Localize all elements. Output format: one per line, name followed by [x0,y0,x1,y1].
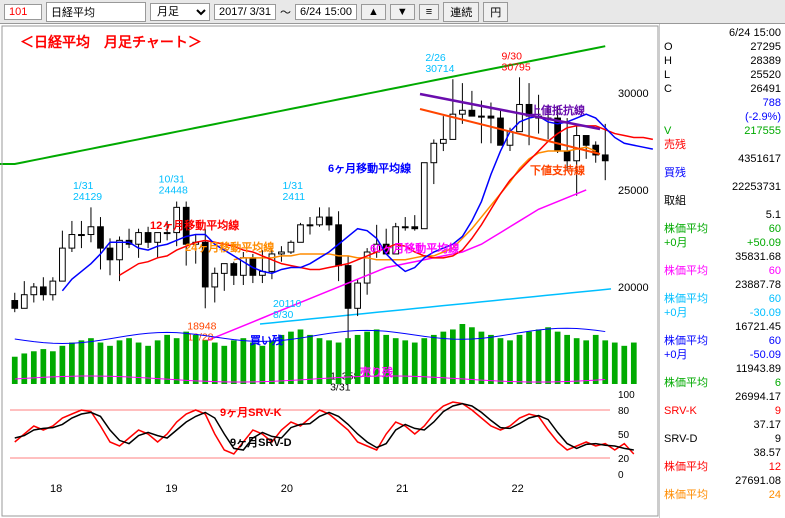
svg-text:12ヶ月移動平均線: 12ヶ月移動平均線 [150,218,239,232]
svg-text:50: 50 [618,430,630,441]
svg-text:9ヶ月SRV-D: 9ヶ月SRV-D [230,436,292,449]
menu-button[interactable]: ≡ [419,4,439,20]
toolbar: 101 日経平均 月足 2017/ 3/31 〜 6/24 15:00 ▲ ▼ … [0,0,785,24]
svg-text:20000: 20000 [618,282,649,294]
svg-text:80: 80 [618,406,630,417]
svg-text:上値抵抗線: 上値抵抗線 [530,103,585,117]
timeframe-select[interactable]: 月足 [150,3,210,21]
svg-text:9ヶ月SRV-K: 9ヶ月SRV-K [220,406,282,419]
svg-text:買い残: 買い残 [250,333,283,347]
svg-text:60ヶ月移動平均線: 60ヶ月移動平均線 [370,241,459,255]
yen-button[interactable]: 円 [483,2,508,22]
svg-text:21: 21 [396,483,408,495]
svg-text:0: 0 [618,470,624,481]
svg-text:100: 100 [618,390,635,401]
svg-text:8/30: 8/30 [273,309,294,321]
side-panel: 6/24 15:00O27295H28389L25520C26491788(-2… [660,24,785,518]
up-button[interactable]: ▲ [361,4,386,20]
svg-text:24448: 24448 [159,185,188,197]
tilde: 〜 [280,4,291,20]
date-to: 6/24 15:00 [295,4,357,20]
svg-text:24129: 24129 [73,191,102,203]
svg-text:30714: 30714 [425,63,454,75]
svg-text:下値支持線: 下値支持線 [530,163,585,177]
svg-text:2411: 2411 [282,191,305,203]
chart-svg: 2000025000300001/312412910/3124448189481… [0,24,660,518]
svg-text:売り残: 売り残 [360,365,393,379]
svg-text:30000: 30000 [618,88,649,100]
svg-text:25000: 25000 [618,185,649,197]
svg-text:30795: 30795 [502,61,531,73]
svg-text:24ヶ月移動平均線: 24ヶ月移動平均線 [185,240,274,254]
svg-text:12/28: 12/28 [187,331,213,343]
chart-area: ＜日経平均 月足チャート＞ 2000025000300001/312412910… [0,24,660,518]
down-button[interactable]: ▼ [390,4,415,20]
code-input[interactable]: 101 [4,4,42,20]
svg-text:18: 18 [50,483,62,495]
svg-text:20: 20 [281,483,293,495]
svg-text:19: 19 [165,483,177,495]
svg-text:22: 22 [512,483,524,495]
renzoku-button[interactable]: 連続 [443,2,479,22]
svg-text:6ヶ月移動平均線: 6ヶ月移動平均線 [328,161,411,175]
svg-text:20: 20 [618,454,630,465]
name-box: 日経平均 [46,2,146,22]
date-from: 2017/ 3/31 [214,4,276,20]
